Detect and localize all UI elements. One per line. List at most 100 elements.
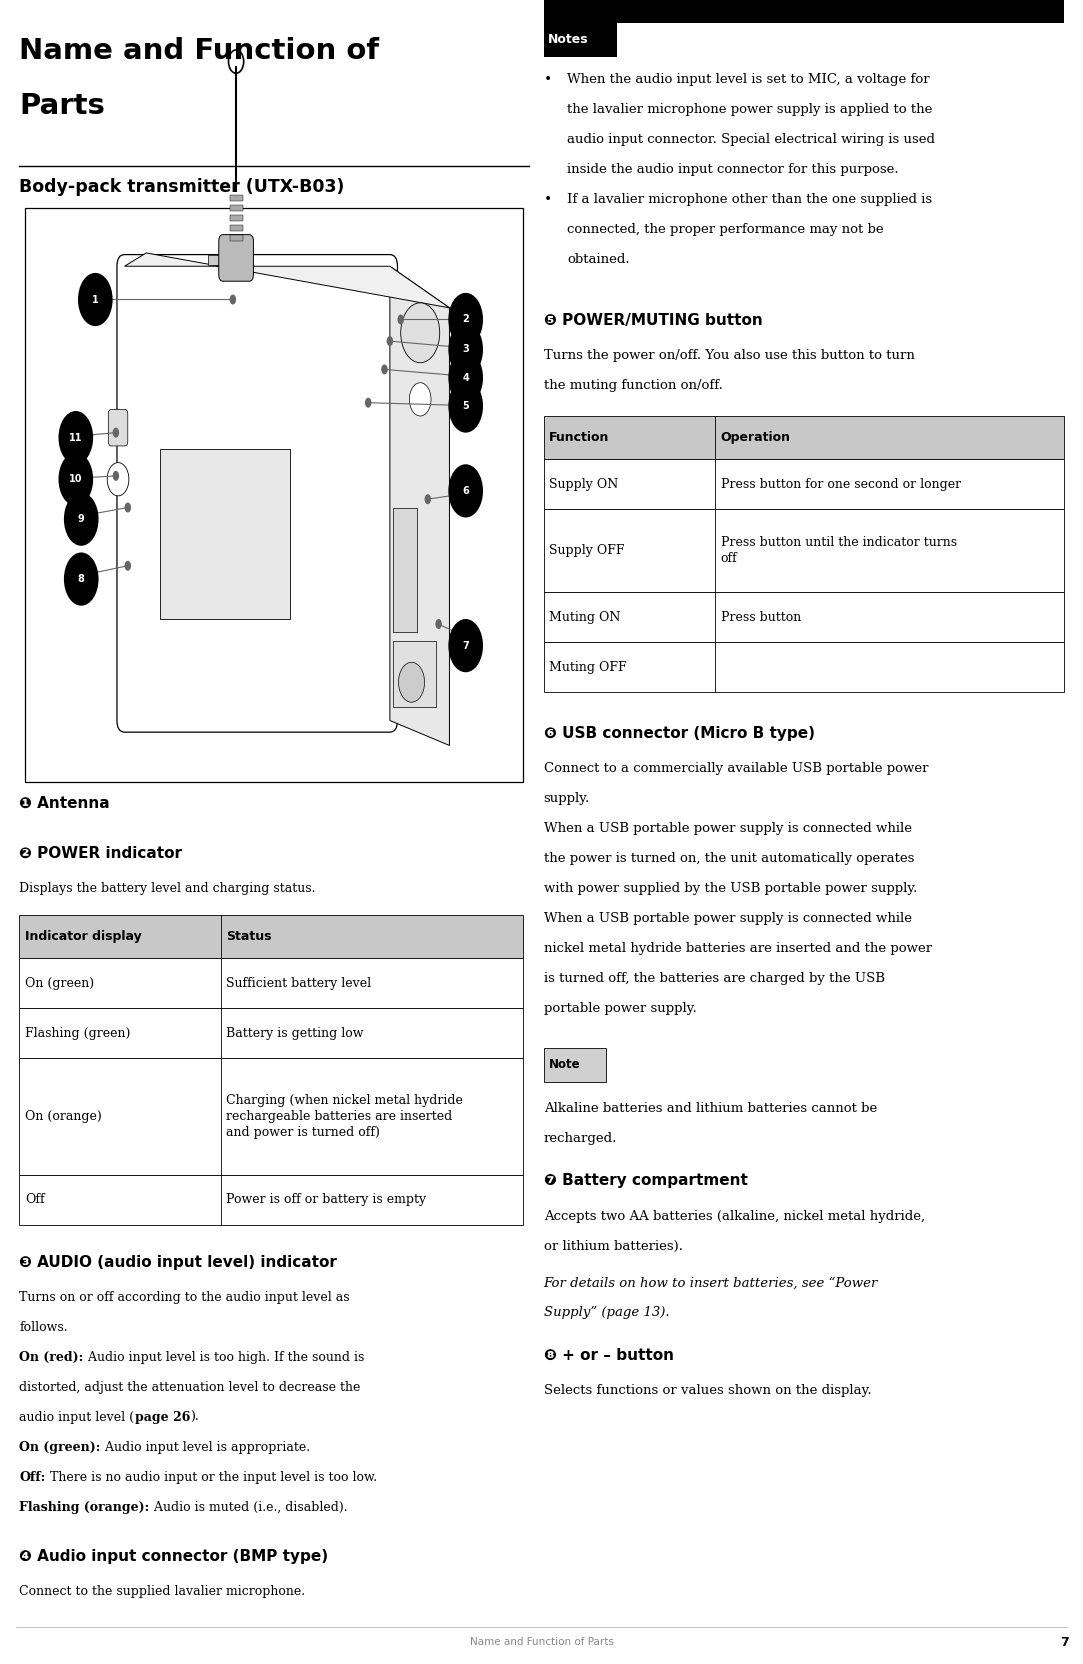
Circle shape — [397, 314, 404, 324]
Text: On (green): On (green) — [25, 977, 94, 990]
Circle shape — [387, 336, 393, 346]
Text: 6: 6 — [462, 486, 469, 496]
Text: ❺ POWER/MUTING button: ❺ POWER/MUTING button — [544, 313, 762, 328]
Text: ❸ AUDIO (audio input level) indicator: ❸ AUDIO (audio input level) indicator — [19, 1255, 338, 1270]
Text: Flashing (green): Flashing (green) — [25, 1027, 130, 1040]
Text: Flashing (orange):: Flashing (orange): — [19, 1501, 149, 1514]
Text: Charging (when nickel metal hydride
rechargeable batteries are inserted
and powe: Charging (when nickel metal hydride rech… — [226, 1093, 464, 1140]
Text: Selects functions or values shown on the display.: Selects functions or values shown on the… — [544, 1384, 872, 1398]
Bar — [19, 1175, 523, 1225]
Circle shape — [64, 552, 99, 606]
Bar — [19, 1008, 523, 1058]
Bar — [25, 208, 523, 782]
Circle shape — [448, 619, 483, 672]
Text: audio input level (: audio input level ( — [19, 1411, 134, 1424]
Text: follows.: follows. — [19, 1321, 68, 1335]
Text: Press button for one second or longer: Press button for one second or longer — [720, 478, 961, 491]
Circle shape — [64, 493, 99, 546]
Text: distorted, adjust the attenuation level to decrease the: distorted, adjust the attenuation level … — [19, 1381, 361, 1394]
Text: Status: Status — [226, 930, 272, 943]
Text: 9: 9 — [78, 514, 84, 524]
Text: On (red):: On (red): — [19, 1351, 83, 1364]
Circle shape — [399, 662, 425, 702]
Text: Body-pack transmitter (UTX-B03): Body-pack transmitter (UTX-B03) — [19, 178, 344, 196]
Circle shape — [125, 503, 131, 513]
Text: There is no audio input or the input level is too low.: There is no audio input or the input lev… — [45, 1471, 377, 1484]
Text: Press button until the indicator turns
off: Press button until the indicator turns o… — [720, 536, 956, 566]
Text: Audio input level is too high. If the sound is: Audio input level is too high. If the so… — [83, 1351, 364, 1364]
Text: Muting OFF: Muting OFF — [549, 661, 627, 674]
Text: ❶ Antenna: ❶ Antenna — [19, 795, 110, 810]
Text: nickel metal hydride batteries are inserted and the power: nickel metal hydride batteries are inser… — [544, 942, 931, 955]
Text: Muting ON: Muting ON — [549, 611, 621, 624]
Text: 5: 5 — [462, 401, 469, 411]
Circle shape — [230, 295, 236, 305]
Text: obtained.: obtained. — [567, 253, 630, 266]
Bar — [544, 23, 617, 57]
Text: Alkaline batteries and lithium batteries cannot be: Alkaline batteries and lithium batteries… — [544, 1102, 877, 1115]
Circle shape — [409, 383, 431, 416]
Bar — [544, 509, 1064, 592]
Bar — [230, 215, 243, 221]
Text: Function: Function — [549, 431, 610, 444]
Text: Power is off or battery is empty: Power is off or battery is empty — [226, 1193, 427, 1206]
Circle shape — [425, 494, 431, 504]
Circle shape — [78, 273, 113, 326]
Text: •: • — [544, 193, 552, 206]
Text: Parts: Parts — [19, 92, 105, 120]
Circle shape — [113, 471, 119, 481]
Bar — [544, 642, 1064, 692]
Text: If a lavalier microphone other than the one supplied is: If a lavalier microphone other than the … — [567, 193, 932, 206]
Text: inside the audio input connector for this purpose.: inside the audio input connector for thi… — [567, 163, 899, 176]
Text: 8: 8 — [78, 574, 84, 584]
Bar — [544, 592, 1064, 642]
Text: Connect to the supplied lavalier microphone.: Connect to the supplied lavalier microph… — [19, 1586, 305, 1599]
Text: ❽ + or – button: ❽ + or – button — [544, 1348, 674, 1363]
Bar — [19, 915, 523, 958]
Text: with power supplied by the USB portable power supply.: with power supplied by the USB portable … — [544, 882, 917, 895]
Text: Press button: Press button — [720, 611, 800, 624]
Text: Notes: Notes — [548, 33, 589, 47]
Text: On (orange): On (orange) — [25, 1110, 102, 1123]
Text: •: • — [544, 73, 552, 87]
Text: On (green):: On (green): — [19, 1441, 101, 1454]
Text: ).: ). — [190, 1411, 199, 1424]
Bar — [393, 508, 417, 632]
Text: recharged.: recharged. — [544, 1132, 617, 1145]
Text: When a USB portable power supply is connected while: When a USB portable power supply is conn… — [544, 912, 912, 925]
Text: page 26: page 26 — [134, 1411, 190, 1424]
Text: Note: Note — [549, 1058, 580, 1072]
Text: the muting function on/off.: the muting function on/off. — [544, 379, 722, 393]
Text: Supply OFF: Supply OFF — [549, 544, 625, 557]
Text: Battery is getting low: Battery is getting low — [226, 1027, 364, 1040]
Bar — [544, 1048, 606, 1082]
FancyBboxPatch shape — [108, 409, 128, 446]
Text: Name and Function of Parts: Name and Function of Parts — [470, 1637, 613, 1647]
Text: Off: Off — [25, 1193, 44, 1206]
FancyBboxPatch shape — [117, 255, 397, 732]
Bar — [19, 958, 523, 1008]
Circle shape — [448, 323, 483, 376]
Text: ❻ USB connector (Micro B type): ❻ USB connector (Micro B type) — [544, 726, 814, 740]
Circle shape — [435, 619, 442, 629]
Bar — [230, 205, 243, 211]
Circle shape — [448, 293, 483, 346]
Text: Sufficient battery level: Sufficient battery level — [226, 977, 371, 990]
Bar — [393, 641, 436, 707]
Text: connected, the proper performance may not be: connected, the proper performance may no… — [567, 223, 884, 236]
Bar — [208, 255, 246, 265]
Bar — [230, 235, 243, 241]
Circle shape — [448, 351, 483, 404]
Polygon shape — [390, 266, 449, 745]
FancyBboxPatch shape — [219, 235, 253, 281]
Bar — [544, 416, 1064, 459]
Text: 1: 1 — [92, 295, 99, 305]
Text: Audio is muted (i.e., disabled).: Audio is muted (i.e., disabled). — [149, 1501, 348, 1514]
Text: portable power supply.: portable power supply. — [544, 1002, 696, 1015]
Text: 11: 11 — [69, 433, 82, 443]
Text: Off:: Off: — [19, 1471, 45, 1484]
Text: supply.: supply. — [544, 792, 590, 805]
Bar — [19, 1058, 523, 1175]
Text: Supply” (page 13).: Supply” (page 13). — [544, 1306, 669, 1320]
Circle shape — [365, 398, 371, 408]
